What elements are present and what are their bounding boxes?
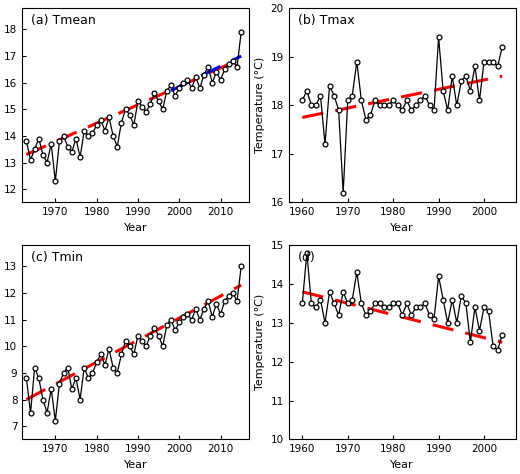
- Y-axis label: Temperature (°C): Temperature (°C): [255, 57, 265, 154]
- Text: (d): (d): [298, 251, 316, 264]
- X-axis label: Year: Year: [124, 460, 148, 470]
- X-axis label: Year: Year: [124, 223, 148, 233]
- X-axis label: Year: Year: [391, 223, 414, 233]
- Text: (b) Tmax: (b) Tmax: [298, 14, 354, 27]
- Text: (c) Tmin: (c) Tmin: [31, 251, 83, 264]
- X-axis label: Year: Year: [391, 460, 414, 470]
- Y-axis label: Temperature (°C): Temperature (°C): [255, 294, 265, 391]
- Text: (a) Tmean: (a) Tmean: [31, 14, 96, 27]
